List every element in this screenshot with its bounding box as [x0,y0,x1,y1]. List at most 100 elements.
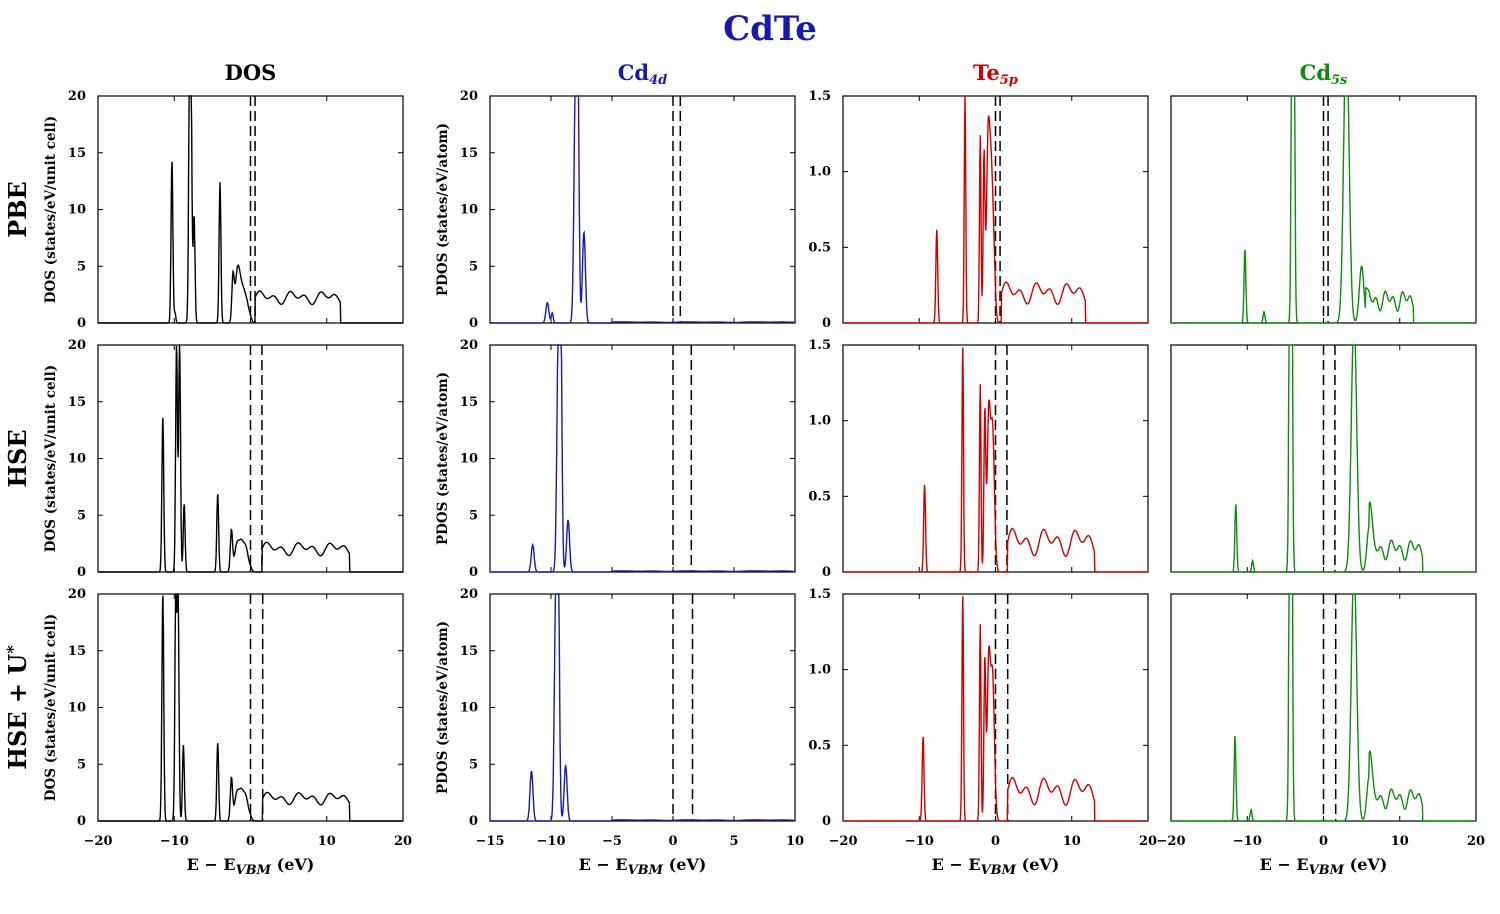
y-tick-label: 1.5 [808,89,831,104]
panel-te5p-0: 0 0.5 1.0 1.5 [808,89,1149,331]
dos-curve-dos [98,345,403,573]
y-tick-label: 0 [77,316,86,331]
panel-cd4d-1: 0 5 10 15 20 PDOS (states/eV/atom) [435,338,796,580]
dos-curve-cd4d [490,95,795,324]
y-tick-label: 20 [68,338,86,353]
x-tick-label: 10 [1063,834,1081,849]
figure-title: CdTe [723,9,817,49]
y-tick-label: 15 [68,146,86,161]
x-tick-label: 0 [668,834,677,849]
column-title-te5p: Te5p [973,60,1018,88]
x-tick-label: −15 [476,834,505,849]
y-tick-label: 0 [822,565,831,580]
x-axis-label-unit: (eV) [271,855,314,874]
y-tick-label: 5 [77,757,86,772]
y-tick-label: 10 [68,701,86,716]
x-tick-label: −5 [602,834,622,849]
panel-dos-2: 0 5 10 15 20 −20 −10 0 10 20 DOS (states/eV/unit c… [43,587,412,878]
column-title-cd5s: Cd5s [1300,60,1348,88]
dos-curve-cd5s [1171,95,1476,324]
y-tick-label: 0.5 [808,738,831,753]
column-title-cd4d: Cd4d [618,60,668,88]
x-axis-label-unit: (eV) [1016,855,1059,874]
x-axis-label-subscript: VBM [236,863,272,878]
panel-te5p-2: 0 0.5 1.0 1.5 −20 −10 0 10 20 E − EVBM (eV) [808,587,1157,878]
dos-curve-te5p [843,596,1148,822]
row-label-0: PBE [3,181,32,238]
x-tick-label: −10 [1233,834,1262,849]
y-tick-label: 10 [68,452,86,467]
x-axis-label: E − EVBM (eV) [187,855,315,878]
y-tick-label: 5 [469,259,478,274]
column-title-subscript: 5s [1331,73,1348,88]
row-label-star: * [3,645,22,654]
y-axis-label: PDOS (states/eV/atom) [435,123,451,296]
y-tick-label: 20 [460,587,478,602]
x-tick-label: −20 [84,834,113,849]
y-tick-label: 1.0 [808,663,831,678]
y-axis-label: DOS (states/eV/unit cell) [43,614,59,801]
column-title-subscript: 5p [1000,73,1018,88]
y-tick-label: 20 [68,587,86,602]
y-tick-label: 5 [469,508,478,523]
y-tick-label: 20 [68,89,86,104]
x-axis-label-subscript: VBM [981,863,1017,878]
y-tick-label: 20 [460,89,478,104]
dos-curve-cd5s [1171,344,1476,573]
dos-curve-cd4d [490,593,795,822]
x-tick-label: 0 [246,834,255,849]
x-tick-label: −10 [905,834,934,849]
x-axis-label: E − EVBM (eV) [932,855,1060,878]
x-tick-label: 0 [1319,834,1328,849]
x-axis-label-unit: (eV) [1344,855,1387,874]
dos-curve-te5p [843,347,1148,573]
y-tick-label: 10 [460,203,478,218]
y-tick-label: 10 [460,452,478,467]
x-tick-label: −10 [160,834,189,849]
y-tick-label: 1.5 [808,587,831,602]
y-tick-label: 0 [77,814,86,829]
x-axis-label-unit: (eV) [663,855,706,874]
y-tick-label: 0.5 [808,240,831,255]
x-axis-label: E − EVBM (eV) [579,855,707,878]
panel-grid: DOS Cd4d Te5p Cd5s PBE HSE HSE + U* 0 5 10 15 20 DOS… [3,60,1485,878]
x-tick-label: 20 [1467,834,1485,849]
x-axis-label-subscript: VBM [628,863,664,878]
x-tick-label: −20 [829,834,858,849]
panel-cd4d-0: 0 5 10 15 20 PDOS (states/eV/atom) [435,89,796,331]
panel-frame [489,593,796,822]
panel-te5p-1: 0 0.5 1.0 1.5 [808,338,1149,580]
x-tick-label: 10 [786,834,804,849]
y-tick-label: 0 [469,565,478,580]
x-axis-label: E − EVBM (eV) [1260,855,1388,878]
y-tick-label: 1.0 [808,165,831,180]
dos-curve-dos [98,593,403,822]
x-tick-label: 20 [394,834,412,849]
x-tick-label: 10 [318,834,336,849]
y-tick-label: 5 [77,259,86,274]
y-tick-label: 0 [77,565,86,580]
dos-curve-cd4d [490,344,795,573]
panel-cd5s-0 [1170,95,1477,324]
y-tick-label: 0 [469,316,478,331]
y-tick-label: 15 [460,395,478,410]
y-tick-label: 15 [68,395,86,410]
y-tick-label: 10 [68,203,86,218]
y-tick-label: 15 [460,146,478,161]
y-tick-label: 5 [469,757,478,772]
x-tick-label: 5 [729,834,738,849]
y-tick-label: 5 [77,508,86,523]
panel-frame [489,95,796,324]
y-axis-label: PDOS (states/eV/atom) [435,621,451,794]
y-axis-label: DOS (states/eV/unit cell) [43,365,59,552]
x-tick-label: 10 [1391,834,1409,849]
y-tick-label: 10 [460,701,478,716]
dos-curve-cd5s [1171,593,1476,822]
y-tick-label: 15 [460,644,478,659]
panel-frame [489,344,796,573]
row-label-1: HSE [3,429,32,487]
y-tick-label: 1.0 [808,414,831,429]
panel-cd4d-2: 0 5 10 15 20 −15 −10 −5 0 5 10 PDOS (states/eV/atom… [435,587,804,878]
x-tick-label: −20 [1157,834,1186,849]
column-title-dos: DOS [225,60,277,85]
